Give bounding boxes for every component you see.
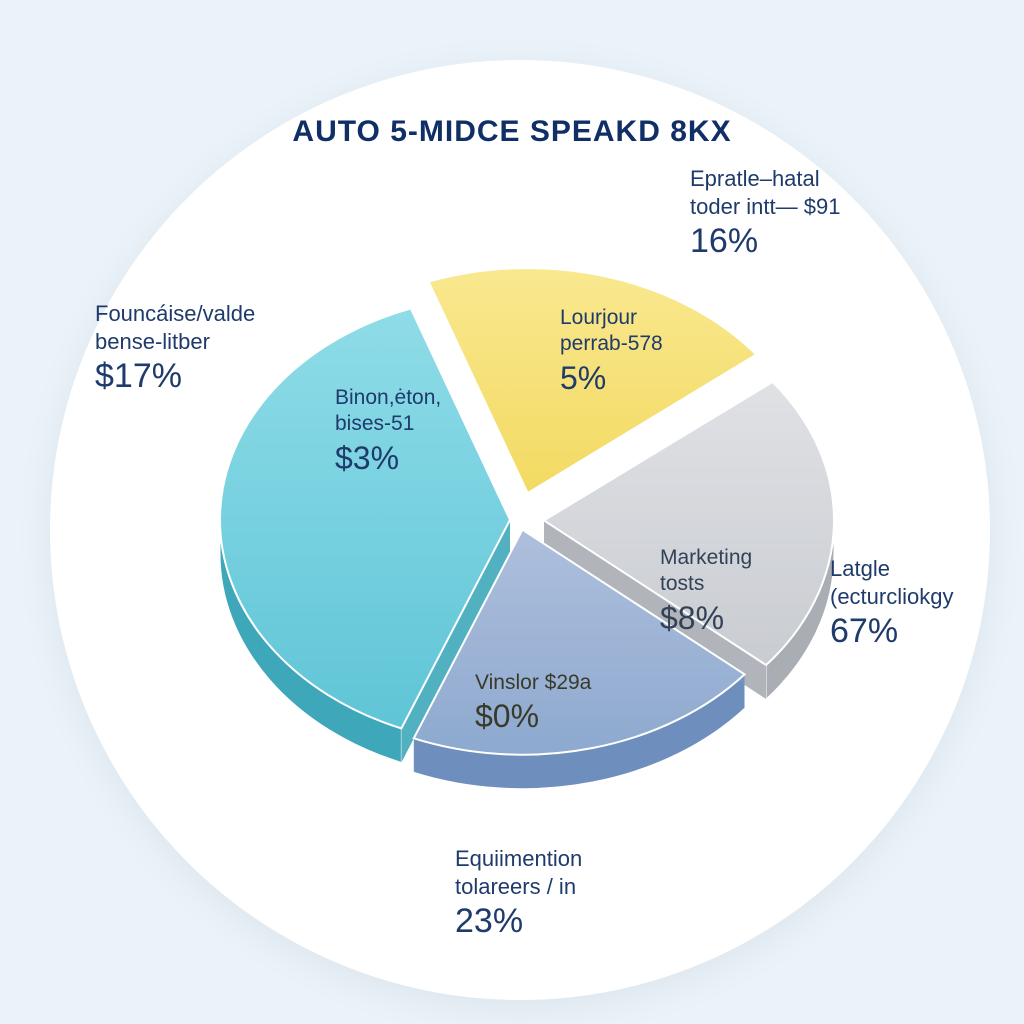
outer-label-bottom: Equiimentiontolareers / in23% [455, 845, 582, 943]
label-text: Marketing [660, 545, 752, 571]
label-value: 16% [690, 220, 840, 263]
outer-label-top-right: Epratle–hataltoder intt— $9116% [690, 165, 840, 263]
label-subtext: bises-51 [335, 411, 441, 437]
label-text: Epratle–hatal [690, 165, 840, 193]
slice-label-teal-inner: Binon,ėton,bises-51$3% [335, 385, 441, 478]
outer-label-right: Latgle(ecturcliokgy67% [830, 555, 953, 653]
outer-label-left: Founcáise/valdebense-litber$17% [95, 300, 255, 398]
label-value: 23% [455, 900, 582, 943]
label-value: $0% [475, 696, 591, 736]
label-text: Lourjour [560, 305, 663, 331]
label-subtext: (ecturcliokgy [830, 583, 953, 611]
label-value: $17% [95, 355, 255, 398]
slice-label-blue-inner: Lourjourperrab-5785% [560, 305, 663, 398]
label-text: Binon,ėton, [335, 385, 441, 411]
label-subtext: tosts [660, 571, 752, 597]
label-text: Equiimention [455, 845, 582, 873]
label-subtext: toder intt— $91 [690, 193, 840, 221]
slice-label-yellow-inner: Vinslor $29a$0% [475, 670, 591, 736]
label-subtext: perrab-578 [560, 331, 663, 357]
label-value: 67% [830, 610, 953, 653]
label-text: Vinslor $29a [475, 670, 591, 696]
label-subtext: bense-litber [95, 328, 255, 356]
label-value: 5% [560, 358, 663, 398]
label-text: Founcáise/valde [95, 300, 255, 328]
label-value: $3% [335, 438, 441, 478]
label-text: Latgle [830, 555, 953, 583]
label-subtext: tolareers / in [455, 873, 582, 901]
chart-canvas: { "page": { "width": 1024, "height": 102… [0, 0, 1024, 1024]
label-value: $8% [660, 598, 752, 638]
slice-label-grey-inner: Marketingtosts$8% [660, 545, 752, 638]
